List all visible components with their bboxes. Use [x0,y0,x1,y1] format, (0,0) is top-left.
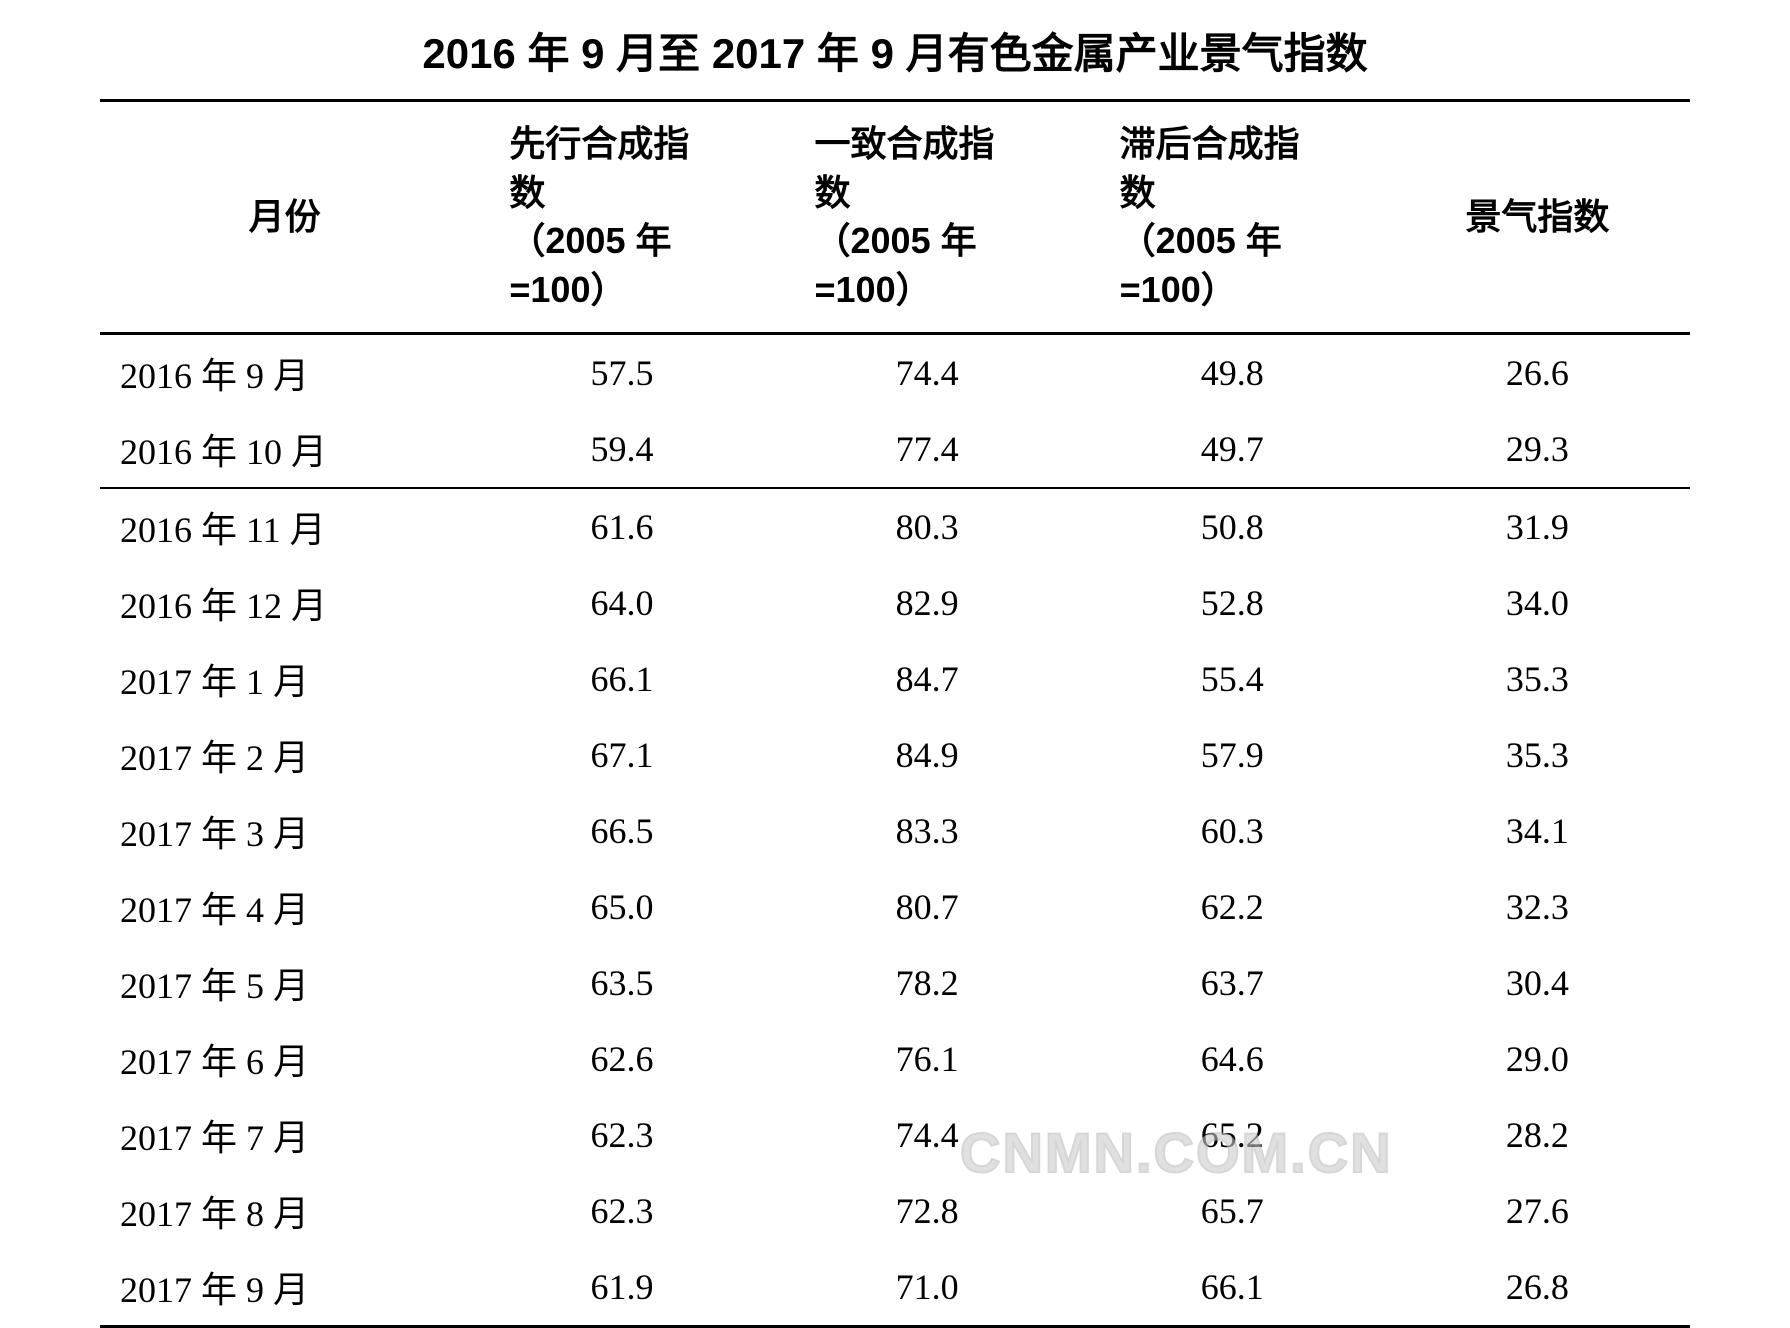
cell-leading: 57.5 [469,334,774,412]
cell-leading: 66.1 [469,641,774,717]
col-header-coincident-l3: （2005 年 [815,220,977,261]
table-row: 2016 年 10 月59.477.449.729.3 [100,411,1690,488]
cell-leading: 65.0 [469,869,774,945]
cell-month: 2017 年 4 月 [100,869,469,945]
col-header-lagging: 滞后合成指 数 （2005 年 =100） [1080,101,1385,334]
cell-prosperity: 30.4 [1385,945,1690,1021]
cell-lagging: 62.2 [1080,869,1385,945]
cell-month: 2016 年 10 月 [100,411,469,488]
col-header-lagging-l1: 滞后合成指 [1120,123,1300,164]
cell-lagging: 65.7 [1080,1173,1385,1249]
cell-month: 2017 年 6 月 [100,1021,469,1097]
cell-prosperity: 29.0 [1385,1021,1690,1097]
cell-month: 2016 年 12 月 [100,565,469,641]
cell-month: 2016 年 11 月 [100,488,469,565]
cell-month: 2017 年 3 月 [100,793,469,869]
cell-lagging: 60.3 [1080,793,1385,869]
cell-coincident: 80.3 [775,488,1080,565]
cell-month: 2017 年 2 月 [100,717,469,793]
col-header-leading: 先行合成指 数 （2005 年 =100） [469,101,774,334]
cell-lagging: 65.2 [1080,1097,1385,1173]
cell-month: 2016 年 9 月 [100,334,469,412]
table-row: 2017 年 8 月62.372.865.727.6 [100,1173,1690,1249]
cell-coincident: 84.7 [775,641,1080,717]
table-row: 2017 年 9 月61.971.066.126.8 [100,1249,1690,1327]
col-header-coincident-l1: 一致合成指 [815,123,995,164]
col-header-leading-l3: （2005 年 [509,220,671,261]
col-header-prosperity: 景气指数 [1385,101,1690,334]
table-title: 2016 年 9 月至 2017 年 9 月有色金属产业景气指数 [100,20,1690,81]
cell-coincident: 78.2 [775,945,1080,1021]
cell-leading: 61.6 [469,488,774,565]
table-row: 2017 年 5 月63.578.263.730.4 [100,945,1690,1021]
col-header-leading-l1: 先行合成指 [509,123,689,164]
table-header-row: 月份 先行合成指 数 （2005 年 =100） 一致合成指 数 （2005 年… [100,101,1690,334]
table-body: 2016 年 9 月57.574.449.826.62016 年 10 月59.… [100,334,1690,1327]
table-row: 2017 年 1 月66.184.755.435.3 [100,641,1690,717]
col-header-lagging-l4: =100） [1120,269,1237,310]
cell-prosperity: 29.3 [1385,411,1690,488]
cell-prosperity: 28.2 [1385,1097,1690,1173]
cell-leading: 64.0 [469,565,774,641]
cell-lagging: 57.9 [1080,717,1385,793]
cell-coincident: 83.3 [775,793,1080,869]
cell-leading: 61.9 [469,1249,774,1327]
cell-leading: 62.3 [469,1173,774,1249]
cell-coincident: 76.1 [775,1021,1080,1097]
table-row: 2017 年 2 月67.184.957.935.3 [100,717,1690,793]
col-header-lagging-l2: 数 [1120,172,1156,213]
cell-prosperity: 26.6 [1385,334,1690,412]
table-row: 2016 年 9 月57.574.449.826.6 [100,334,1690,412]
cell-leading: 62.6 [469,1021,774,1097]
cell-month: 2017 年 8 月 [100,1173,469,1249]
cell-prosperity: 27.6 [1385,1173,1690,1249]
cell-coincident: 74.4 [775,1097,1080,1173]
cell-prosperity: 32.3 [1385,869,1690,945]
cell-lagging: 49.8 [1080,334,1385,412]
cell-lagging: 64.6 [1080,1021,1385,1097]
table-row: 2016 年 12 月64.082.952.834.0 [100,565,1690,641]
cell-leading: 63.5 [469,945,774,1021]
cell-leading: 67.1 [469,717,774,793]
cell-leading: 59.4 [469,411,774,488]
cell-coincident: 71.0 [775,1249,1080,1327]
cell-lagging: 52.8 [1080,565,1385,641]
col-header-coincident-l4: =100） [815,269,932,310]
cell-coincident: 84.9 [775,717,1080,793]
table-row: 2017 年 4 月65.080.762.232.3 [100,869,1690,945]
cell-leading: 66.5 [469,793,774,869]
col-header-coincident: 一致合成指 数 （2005 年 =100） [775,101,1080,334]
col-header-month: 月份 [100,101,469,334]
table-row: 2016 年 11 月61.680.350.831.9 [100,488,1690,565]
cell-prosperity: 35.3 [1385,717,1690,793]
col-header-leading-l4: =100） [509,269,626,310]
cell-month: 2017 年 9 月 [100,1249,469,1327]
cell-prosperity: 31.9 [1385,488,1690,565]
cell-month: 2017 年 7 月 [100,1097,469,1173]
cell-month: 2017 年 5 月 [100,945,469,1021]
cell-lagging: 63.7 [1080,945,1385,1021]
cell-coincident: 72.8 [775,1173,1080,1249]
table-row: 2017 年 3 月66.583.360.334.1 [100,793,1690,869]
table-row: 2017 年 7 月62.374.465.228.2 [100,1097,1690,1173]
col-header-coincident-l2: 数 [815,172,851,213]
cell-coincident: 77.4 [775,411,1080,488]
col-header-leading-l2: 数 [509,172,545,213]
index-table: 月份 先行合成指 数 （2005 年 =100） 一致合成指 数 （2005 年… [100,99,1690,1328]
cell-coincident: 80.7 [775,869,1080,945]
cell-lagging: 49.7 [1080,411,1385,488]
cell-coincident: 74.4 [775,334,1080,412]
cell-lagging: 55.4 [1080,641,1385,717]
cell-prosperity: 35.3 [1385,641,1690,717]
table-row: 2017 年 6 月62.676.164.629.0 [100,1021,1690,1097]
cell-lagging: 50.8 [1080,488,1385,565]
cell-lagging: 66.1 [1080,1249,1385,1327]
cell-leading: 62.3 [469,1097,774,1173]
cell-coincident: 82.9 [775,565,1080,641]
cell-month: 2017 年 1 月 [100,641,469,717]
cell-prosperity: 34.0 [1385,565,1690,641]
col-header-lagging-l3: （2005 年 [1120,220,1282,261]
cell-prosperity: 26.8 [1385,1249,1690,1327]
cell-prosperity: 34.1 [1385,793,1690,869]
